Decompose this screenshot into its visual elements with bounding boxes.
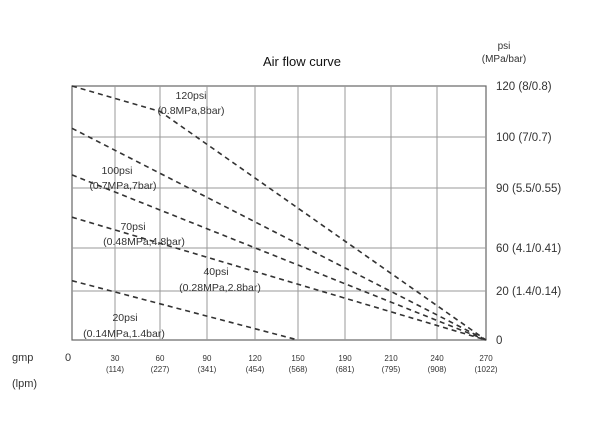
- right-tick-label: 0: [496, 335, 502, 347]
- chart-title: Air flow curve: [263, 54, 341, 69]
- x-tick-sublabel: (795): [382, 365, 401, 374]
- right-tick-label: 60 (4.1/0.41): [496, 243, 561, 255]
- x-tick-label: 190: [338, 354, 352, 363]
- series-label-pressure: 70psi: [120, 221, 145, 233]
- series-label-mpa-bar: (0.28MPa,2.8bar): [179, 282, 261, 294]
- x-tick-sublabel: (681): [336, 365, 355, 374]
- x-tick-sublabel: (908): [428, 365, 447, 374]
- series-curve: [71, 127, 487, 341]
- series-curve: [71, 85, 487, 341]
- x-tick-label: 120: [248, 354, 262, 363]
- x-tick-label: 60: [156, 354, 165, 363]
- right-tick-label: 20 (1.4/0.14): [496, 286, 561, 298]
- x-tick-label: 30: [111, 354, 120, 363]
- x-tick-label: 90: [203, 354, 212, 363]
- x-tick-sublabel: (341): [198, 365, 217, 374]
- right-tick-label: 100 (7/0.7): [496, 132, 552, 144]
- x-axis-label-lpm: (lpm): [12, 378, 37, 390]
- series-curve: [71, 279, 299, 341]
- series-label-pressure: 20psi: [112, 312, 137, 324]
- series-label-mpa-bar: (0.8MPa,8bar): [157, 105, 224, 117]
- x-axis-label-gmp: gmp: [12, 352, 33, 364]
- x-tick-sublabel: (568): [289, 365, 308, 374]
- x-tick-sublabel: (114): [106, 365, 124, 374]
- x-tick-label: 240: [430, 354, 444, 363]
- series-label-mpa-bar: (0.48MPa,4.8bar): [103, 236, 185, 248]
- x-tick-label: 270: [479, 354, 493, 363]
- series-label-pressure: 100psi: [102, 165, 133, 177]
- plot-frame: [71, 85, 487, 341]
- series-label-pressure: 120psi: [176, 90, 207, 102]
- series-label-mpa-bar: (0.14MPa,1.4bar): [83, 328, 165, 340]
- series-curve: [71, 174, 487, 341]
- series-label-pressure: 40psi: [203, 266, 228, 278]
- right-unit-psi: psi: [498, 41, 511, 52]
- right-unit-mpa-bar: (MPa/bar): [482, 54, 526, 65]
- x-tick-sublabel: (1022): [474, 365, 497, 374]
- right-tick-label: 120 (8/0.8): [496, 81, 552, 93]
- x-tick-label: 210: [384, 354, 398, 363]
- x-tick-label: 150: [291, 354, 305, 363]
- x-tick-sublabel: (227): [151, 365, 170, 374]
- x-tick-label: 0: [65, 352, 71, 364]
- series-label-mpa-bar: (0.7MPa,7bar): [89, 180, 156, 192]
- x-tick-sublabel: (454): [246, 365, 265, 374]
- right-tick-label: 90 (5.5/0.55): [496, 183, 561, 195]
